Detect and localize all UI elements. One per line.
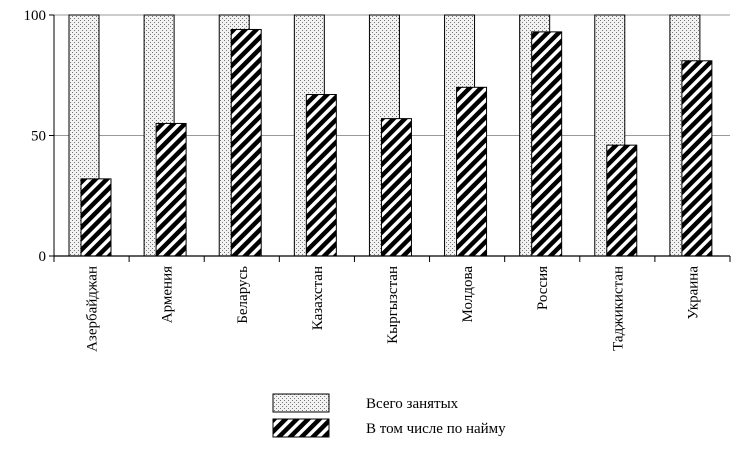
- bar-hired-1: [80, 178, 112, 257]
- y-tick-label: 50: [31, 129, 46, 145]
- legend-label-1: Всего занятых: [366, 396, 459, 412]
- bar-hired-5: [380, 118, 412, 257]
- x-category-label: Кыргызстан: [385, 266, 401, 344]
- x-category-label: Молдова: [460, 266, 476, 323]
- x-category-label: Беларусь: [235, 266, 251, 324]
- x-category-label: Казахстан: [310, 266, 326, 330]
- y-tick-label: 100: [24, 8, 47, 24]
- x-category-label: Украина: [685, 266, 701, 320]
- x-category-label: Таджикистан: [610, 266, 626, 351]
- bar-hired-4: [305, 94, 337, 257]
- bar-hired-7: [531, 31, 563, 257]
- bar-hired-2: [155, 122, 187, 257]
- legend-swatch-2: [272, 418, 330, 438]
- x-category-label: Россия: [535, 266, 551, 310]
- axes: 0 50 100 Азербайджан Армения Беларусь Казахста…: [24, 8, 731, 352]
- bar-hired-6: [456, 86, 488, 257]
- legend: Всего занятых В том числе по найму: [272, 393, 506, 438]
- bar-hired-8: [606, 144, 638, 257]
- legend-label-2: В том числе по найму: [366, 421, 506, 437]
- bar-hired-3: [230, 28, 262, 257]
- bar-hired-9: [681, 60, 713, 257]
- y-tick-label: 0: [39, 249, 47, 265]
- x-category-label: Армения: [160, 266, 176, 323]
- x-category-label: Азербайджан: [85, 266, 101, 352]
- legend-swatch-1: [272, 393, 330, 413]
- bars: [68, 14, 713, 257]
